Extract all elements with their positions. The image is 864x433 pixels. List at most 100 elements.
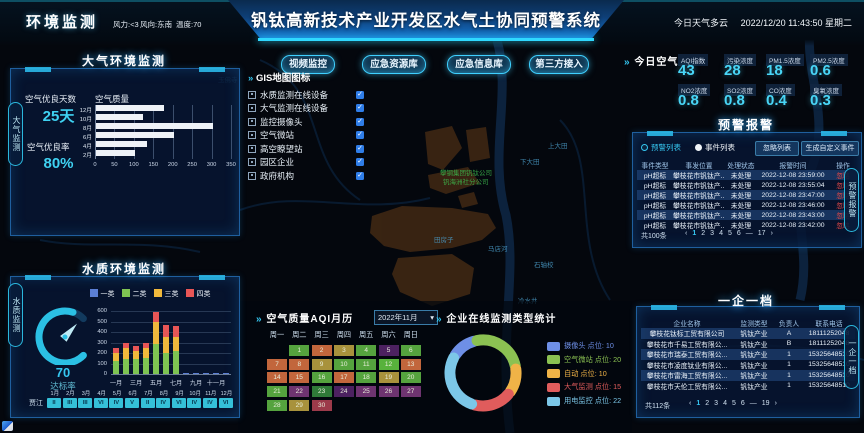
page-next[interactable]: › [774,400,777,407]
page-prev[interactable]: ‹ [689,400,692,407]
good-air-rate-label: 空气优良率 [27,142,70,152]
district-polygons [370,126,496,306]
menu-button-1[interactable]: 视频监控 [281,55,335,74]
page-number[interactable]: 2 [705,400,710,407]
table-row[interactable]: pH超标 攀枝花市钒钛产... 未处理 2022-12-08 23:47:00 忽略 [637,190,857,200]
ignore-action-link[interactable]: 忽略 [836,183,850,190]
layer-type-icon [248,171,256,180]
bar-category-label: 6月 [82,134,92,141]
river-grade-cell[interactable]: IV [187,398,202,408]
edge-tab-water-monitoring[interactable]: 水质监测 [8,283,23,347]
ignore-action-link[interactable]: 忽略 [836,173,850,180]
river-grade-cell[interactable]: III [62,398,77,408]
table-row[interactable]: 攀枝花市雷海工贸有限公... 钒钛产业 1 15325648510 [641,370,855,381]
ignore-action-link[interactable]: 忽略 [836,193,850,200]
table-cell: 2022-12-08 23:59:00 [761,171,825,179]
page-number[interactable]: 4 [723,400,727,407]
river-month-label: 6月 [128,391,138,397]
page-number[interactable]: 3 [714,400,719,407]
table-row[interactable]: 攀枝花市凌度钛业有限公... 钒钛产业 1 15325648510 [641,360,855,371]
edge-tab-air-monitoring[interactable]: 大气监测 [8,102,23,166]
layer-checkbox[interactable]: ✓ [356,117,364,126]
river-grade-cell[interactable]: II [47,398,62,408]
page-number[interactable]: 1 [696,400,701,407]
column-header: 事件类型 [641,162,669,170]
page-number[interactable]: 5 [731,400,736,407]
river-grade-cell[interactable]: V [125,398,140,408]
calendar-month-select[interactable]: 2022年11月 ▾ [374,310,438,325]
layer-checkbox[interactable]: ✓ [356,171,364,180]
page-number[interactable]: 3 [710,230,715,237]
page-number[interactable]: 19 [761,400,770,407]
layer-item[interactable]: 政府机构 ✓ [248,169,364,183]
table-header-row: 企业名称 监测类型 负责人 联系电话 [641,317,855,328]
edge-tab-enterprise-archive[interactable]: 一企一档 [844,325,859,389]
ignore-list-button[interactable]: 忽略列表 [755,141,799,156]
river-grade-cell[interactable]: VI [93,398,108,408]
table-row[interactable]: pH超标 攀枝花市钒钛产... 未处理 2022-12-08 23:42:00 忽略 [637,220,857,231]
layer-checkbox[interactable]: ✓ [356,104,364,113]
temperature: 温度:70 [176,20,202,29]
page-number[interactable]: 2 [701,230,706,237]
river-grade-cell[interactable]: IV [156,398,171,408]
table-cell: 2022-12-08 23:47:00 [761,191,825,199]
page-number[interactable]: 6 [736,230,741,237]
river-month-label: 9月 [175,391,184,397]
menu-button-2[interactable]: 应急资源库 [362,55,426,74]
taskbar-peek-icon[interactable] [2,421,13,431]
menu-button-3[interactable]: 应急信息库 [447,55,511,74]
air-tile-value: 0.4 [766,92,787,109]
layer-item[interactable]: 高空瞭望站 ✓ [248,142,364,156]
page-number[interactable]: 4 [719,230,723,237]
air-tile-label: PM2.5浓度 [810,54,848,66]
menu-button-4[interactable]: 第三方接入 [529,55,589,74]
layer-item[interactable]: 空气微站 ✓ [248,129,364,143]
table-row[interactable]: pH超标 攀枝花市钒钛产... 未处理 2022-12-08 23:55:04 忽略 [637,180,857,191]
page-next[interactable]: › [770,230,773,237]
table-row[interactable]: 攀枝花市瑞泰工贸有限公... 钒钛产业 1 15325648510 [641,349,855,360]
table-row[interactable]: pH超标 攀枝花市钒钛产... 未处理 2022-12-08 23:59:00 忽略 [637,170,857,180]
table-cell: 2022-12-08 23:55:04 [761,181,825,189]
stack-segment [123,358,129,374]
page-number[interactable]: 17 [757,230,766,237]
page-prev[interactable]: ‹ [685,230,688,237]
layer-checkbox[interactable]: ✓ [356,131,364,140]
table-row[interactable]: pH超标 攀枝花市钒钛产... 未处理 2022-12-08 23:46:00 忽略 [637,200,857,211]
x-tick-label: 100 [129,162,139,168]
ignore-action-link[interactable]: 忽略 [836,213,850,220]
legend-swatch [547,355,560,365]
river-grade-cell[interactable]: IV [203,398,218,408]
page-number[interactable]: 1 [692,230,697,237]
table-cell: 未处理 [730,203,752,210]
layer-item[interactable]: 监控摄像头 ✓ [248,115,364,129]
ignore-action-link[interactable]: 忽略 [836,203,850,210]
water-quality-stacked-chart: 0 100 200 300 400 500 600 一月 三月 五月 七月 九月 十一月 [11,277,239,417]
page-number[interactable]: 6 [740,400,745,407]
table-row[interactable]: 攀枝花钛标工贸有限公司 钒钛产业 A 18111252048 [641,328,855,339]
table-row[interactable]: 攀枝花市千易工贸有限公... 钒钛产业 B 18111252048 [641,339,855,350]
layer-item[interactable]: 园区企业 ✓ [248,156,364,170]
table-row[interactable]: 攀枝花市天伦工贸有限公... 钒钛产业 1 15325648510 [641,381,855,392]
layer-item[interactable]: 水质监测在线设备 ✓ [248,88,364,102]
river-grade-cell[interactable]: VI [171,398,186,408]
tab-warning-list[interactable]: 预警列表 [641,142,681,153]
table-cell: 1 [787,361,791,369]
river-month-label: 4月 [97,391,106,397]
layer-checkbox[interactable]: ✓ [356,144,364,153]
map-label: 攀钢集团钒钛公司 [440,170,492,177]
create-custom-event-button[interactable]: 生成自定义事件 [801,141,859,156]
layer-item[interactable]: 大气监测在线设备 ✓ [248,102,364,116]
river-grade-cell[interactable]: III [78,398,93,408]
x-tick-label: 50 [111,162,118,168]
table-row[interactable]: pH超标 攀枝花市钒钛产... 未处理 2022-12-08 23:43:00 忽略 [637,210,857,220]
edge-tab-warning-alarm[interactable]: 预警报警 [844,168,859,232]
river-grade-cell[interactable]: VI [218,398,233,408]
tab-event-list[interactable]: 事件列表 [695,142,735,153]
river-grade-cell[interactable]: IV [109,398,124,408]
layer-checkbox[interactable]: ✓ [356,90,364,99]
page-number[interactable]: 5 [727,230,732,237]
layer-checkbox[interactable]: ✓ [356,158,364,167]
table-cell: pH超标 [643,213,667,220]
ignore-action-link[interactable]: 忽略 [836,223,850,230]
river-grade-cell[interactable]: II [140,398,155,408]
